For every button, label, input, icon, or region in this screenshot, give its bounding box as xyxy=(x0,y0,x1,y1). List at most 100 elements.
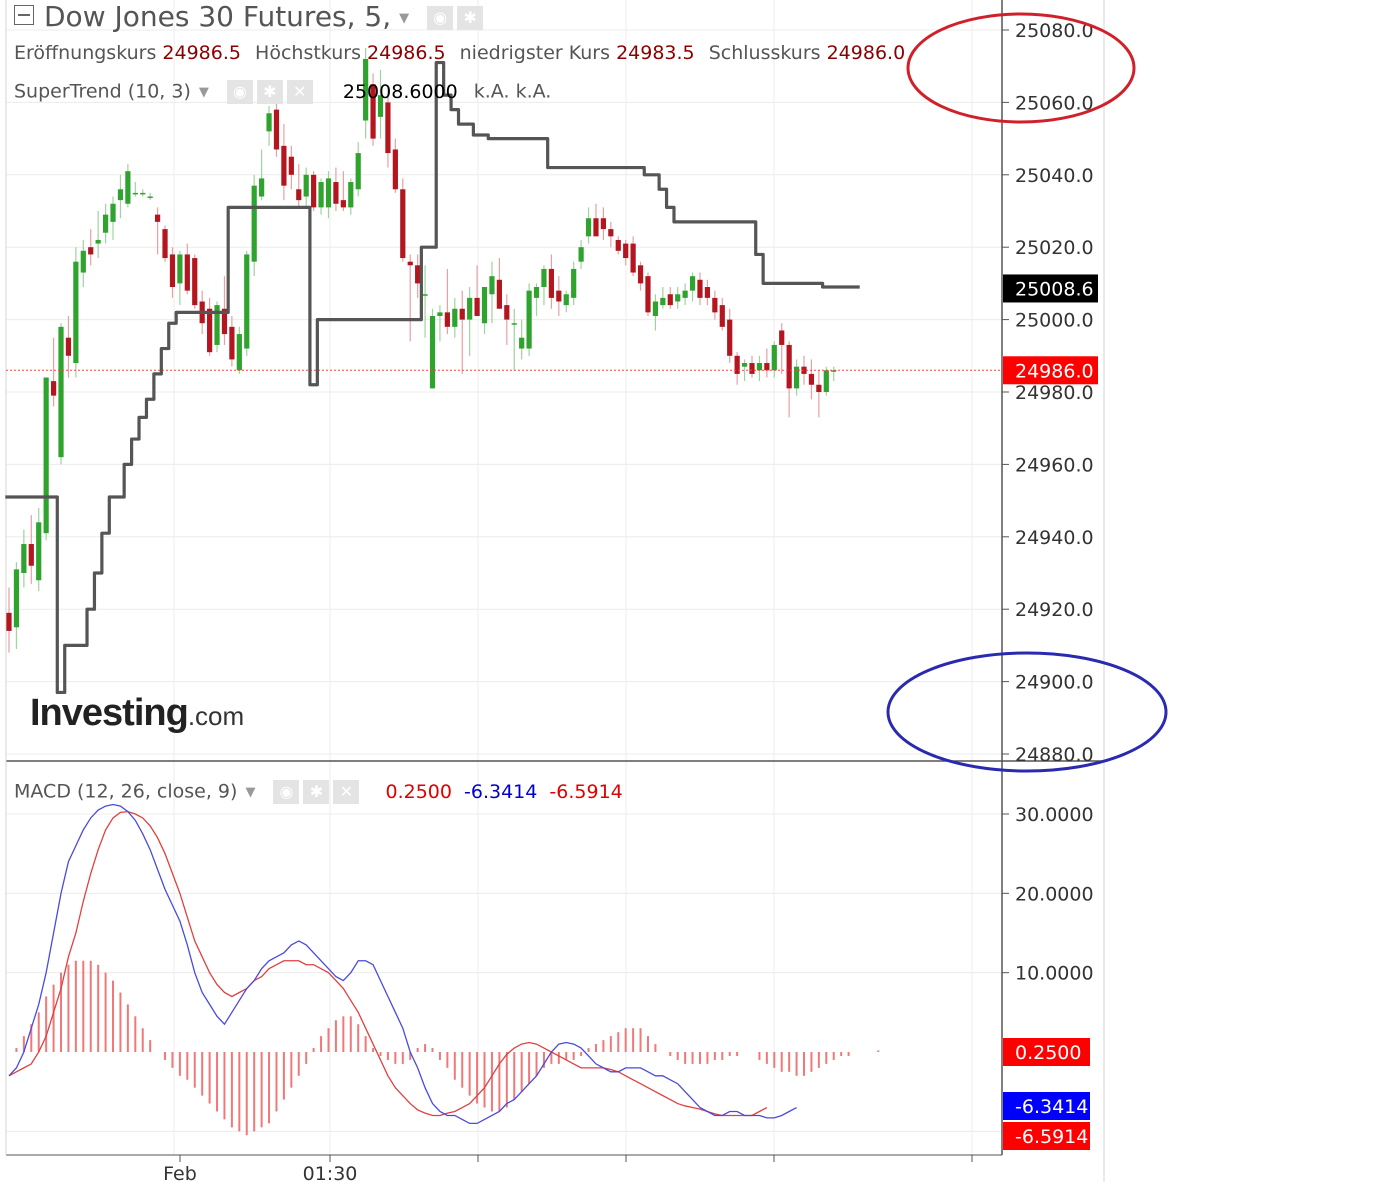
candle-body xyxy=(377,95,384,117)
candle-up xyxy=(571,261,577,306)
macd-line-value: -6.3414 xyxy=(464,780,538,803)
candles xyxy=(6,48,837,653)
red-annotation-ellipse xyxy=(906,12,1136,124)
price-tick-label: 24880.0 xyxy=(1015,744,1094,766)
candle-up xyxy=(303,167,309,208)
candle-up xyxy=(251,174,257,277)
eye-icon[interactable]: ◉ xyxy=(226,80,253,104)
candle-up xyxy=(422,265,428,338)
candle-body xyxy=(623,243,629,259)
price-tick-label: 24960.0 xyxy=(1015,454,1094,476)
candle-body xyxy=(682,290,688,298)
title-text: Dow Jones 30 Futures, 5, xyxy=(44,0,392,33)
candle-body xyxy=(318,182,324,208)
candle-down xyxy=(623,239,629,266)
candle-body xyxy=(110,203,116,222)
candle-up xyxy=(831,366,837,382)
candle-body xyxy=(281,145,287,186)
eye-icon[interactable]: ◉ xyxy=(427,6,454,30)
gear-icon[interactable]: ✱ xyxy=(256,80,283,104)
candle-up xyxy=(541,265,547,306)
candle-down xyxy=(288,145,294,190)
candle-body xyxy=(385,102,391,154)
candle-up xyxy=(489,261,495,324)
candle-up xyxy=(689,272,696,302)
candle-body xyxy=(207,308,213,353)
candle-body xyxy=(236,334,242,371)
candle-up xyxy=(244,250,250,356)
candle-body xyxy=(333,182,339,204)
candle-body xyxy=(325,178,332,208)
candle-down xyxy=(504,294,510,345)
close-icon[interactable]: ✕ xyxy=(333,780,360,804)
price-tick-label: 24920.0 xyxy=(1015,599,1094,621)
candle-down xyxy=(667,287,673,309)
candle-body xyxy=(496,279,502,309)
candle-up xyxy=(467,287,473,356)
ohlc-legend: Eröffnungskurs 24986.5 Höchstkurs 24986.… xyxy=(14,42,913,64)
candle-body xyxy=(251,185,257,262)
candle-body xyxy=(823,370,829,392)
candle-body xyxy=(437,312,443,316)
candle-down xyxy=(6,587,12,653)
price-axis: 25080.0 25060.0 25040.0 25020.0 25000.0 24980… xyxy=(1002,20,1094,766)
close-icon[interactable]: ✕ xyxy=(286,80,313,104)
gear-icon[interactable]: ✱ xyxy=(457,6,484,30)
macd-hist-tag-text: 0.2500 xyxy=(1015,1042,1081,1064)
candle-down xyxy=(415,254,421,298)
last-price-tag-text: 24986.0 xyxy=(1015,360,1094,382)
supertrend-price-tag-text: 25008.6 xyxy=(1015,278,1094,300)
candle-body xyxy=(266,113,272,132)
candle-body xyxy=(303,174,309,197)
close-value: 24986.0 xyxy=(826,42,906,64)
candle-body xyxy=(741,363,748,367)
supertrend-label[interactable]: SuperTrend (10, 3) xyxy=(14,80,191,103)
candle-body xyxy=(608,229,614,237)
candle-up xyxy=(140,189,146,197)
macd-label[interactable]: MACD (12, 26, close, 9) xyxy=(14,780,238,803)
open-value: 24986.5 xyxy=(162,42,241,64)
candle-body xyxy=(221,308,228,335)
candle-down xyxy=(340,171,346,211)
candle-up xyxy=(452,297,458,338)
price-tick-label: 24940.0 xyxy=(1015,527,1094,549)
candle-body xyxy=(808,373,815,385)
candle-up xyxy=(147,192,153,201)
macd-signal-tag: -6.5914 xyxy=(1003,1122,1090,1150)
candle-down xyxy=(808,359,815,400)
macd-hist-tag: 0.2500 xyxy=(1003,1038,1090,1066)
candle-body xyxy=(184,254,190,291)
candle-body xyxy=(177,254,183,284)
candle-body xyxy=(459,308,465,320)
supertrend-price-tag-bg xyxy=(1003,274,1098,303)
candle-up xyxy=(95,211,101,259)
supertrend-extra-2: k.A. xyxy=(515,80,552,103)
candle-body xyxy=(88,247,94,255)
candle-body xyxy=(630,243,636,273)
gear-icon[interactable]: ✱ xyxy=(303,780,330,804)
candle-body xyxy=(756,363,763,371)
candle-up xyxy=(177,250,183,306)
candle-body xyxy=(816,384,822,392)
candle-body xyxy=(273,109,280,150)
chevron-down-icon[interactable]: ▼ xyxy=(399,10,410,26)
collapse-icon[interactable] xyxy=(14,5,34,25)
candle-up xyxy=(585,207,592,244)
close-label: Schlusskurs xyxy=(708,42,821,64)
candle-body xyxy=(779,330,785,345)
candle-body xyxy=(355,153,361,190)
candle-body xyxy=(511,323,517,325)
candle-body xyxy=(214,305,220,345)
macd-signal-line xyxy=(8,810,768,1117)
candle-down xyxy=(786,341,792,418)
chevron-down-icon[interactable]: ▼ xyxy=(198,84,209,100)
candle-up xyxy=(563,290,569,313)
time-tick-label: Feb xyxy=(163,1163,197,1182)
candle-up xyxy=(652,294,659,331)
candle-down xyxy=(28,515,34,584)
eye-icon[interactable]: ◉ xyxy=(273,780,300,804)
blue-annotation-ellipse xyxy=(886,651,1168,773)
candle-body xyxy=(571,268,577,298)
chevron-down-icon[interactable]: ▼ xyxy=(245,784,256,800)
candle-body xyxy=(727,319,733,356)
